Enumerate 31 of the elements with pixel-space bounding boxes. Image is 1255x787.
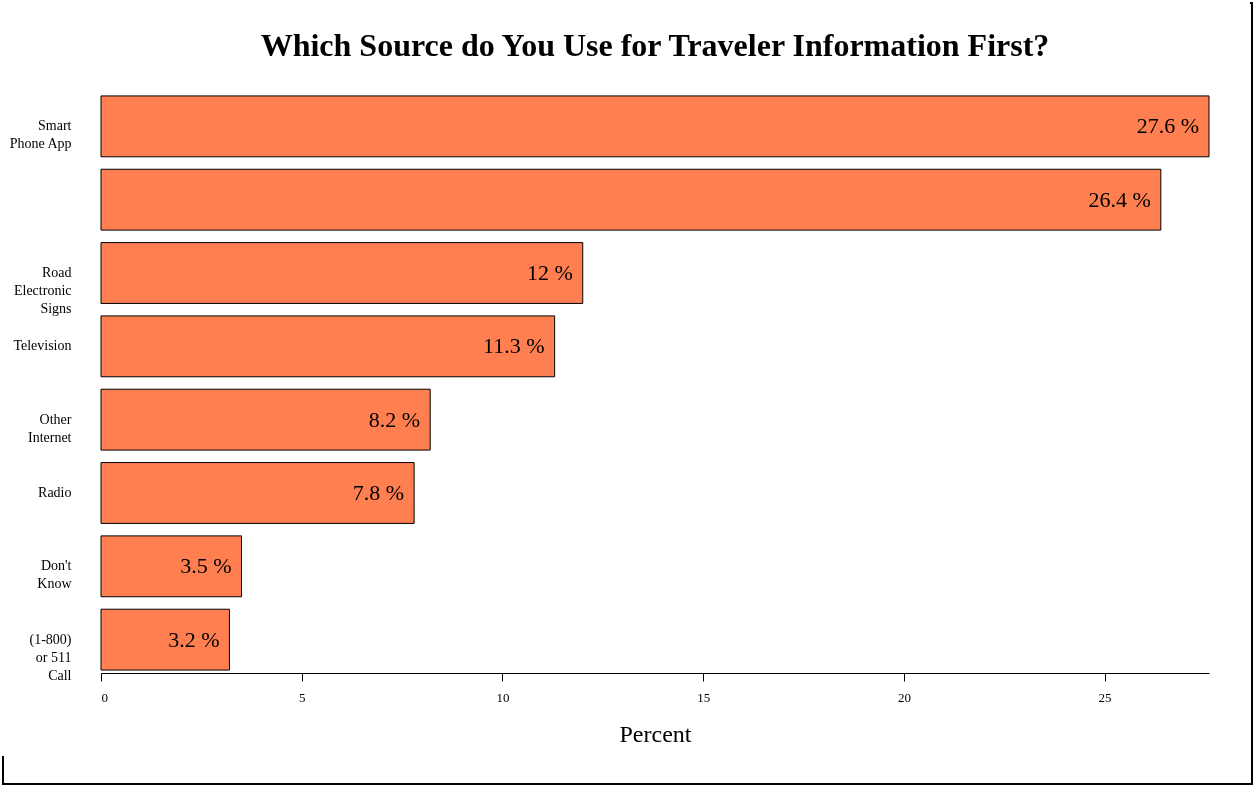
bar <box>100 168 1162 231</box>
x-tick-label: 20 <box>897 689 911 705</box>
data-label: 27.6 % <box>1136 113 1199 139</box>
x-tick-label: 15 <box>697 689 711 705</box>
bar <box>100 608 230 671</box>
data-label: 3.5 % <box>180 553 232 579</box>
bar <box>100 242 584 304</box>
bar <box>100 388 431 451</box>
bar <box>100 535 243 598</box>
chart-title: Which Source do You Use for Traveler Information First? <box>260 27 1050 63</box>
y-tick-label: Smart Phone App <box>9 118 72 152</box>
y-tick-label: (1-800) or 511 Call <box>29 631 72 683</box>
data-label: 11.3 % <box>483 333 545 359</box>
bar <box>100 315 556 378</box>
y-tick-label: Don't Know <box>37 558 73 592</box>
bar <box>100 95 1210 158</box>
bar <box>100 462 415 524</box>
y-tick-label: Road Electronic Signs <box>13 265 72 317</box>
x-tick-label: 10 <box>496 689 510 705</box>
x-tick-label: 25 <box>1098 689 1112 705</box>
data-label: 7.8 % <box>352 479 405 505</box>
x-axis-title: Percent <box>619 720 692 747</box>
y-tick-label: Other Internet <box>27 411 72 445</box>
data-label: 26.4 % <box>1088 186 1151 212</box>
data-label: 12 % <box>526 260 573 286</box>
data-label: 3.2 % <box>168 626 220 652</box>
x-tick-label: 5 <box>298 689 306 705</box>
y-tick-label: Radio <box>38 484 72 500</box>
x-tick-label: 0 <box>101 689 108 705</box>
y-tick-label: Television <box>13 338 72 354</box>
data-label: 8.2 % <box>368 406 421 432</box>
